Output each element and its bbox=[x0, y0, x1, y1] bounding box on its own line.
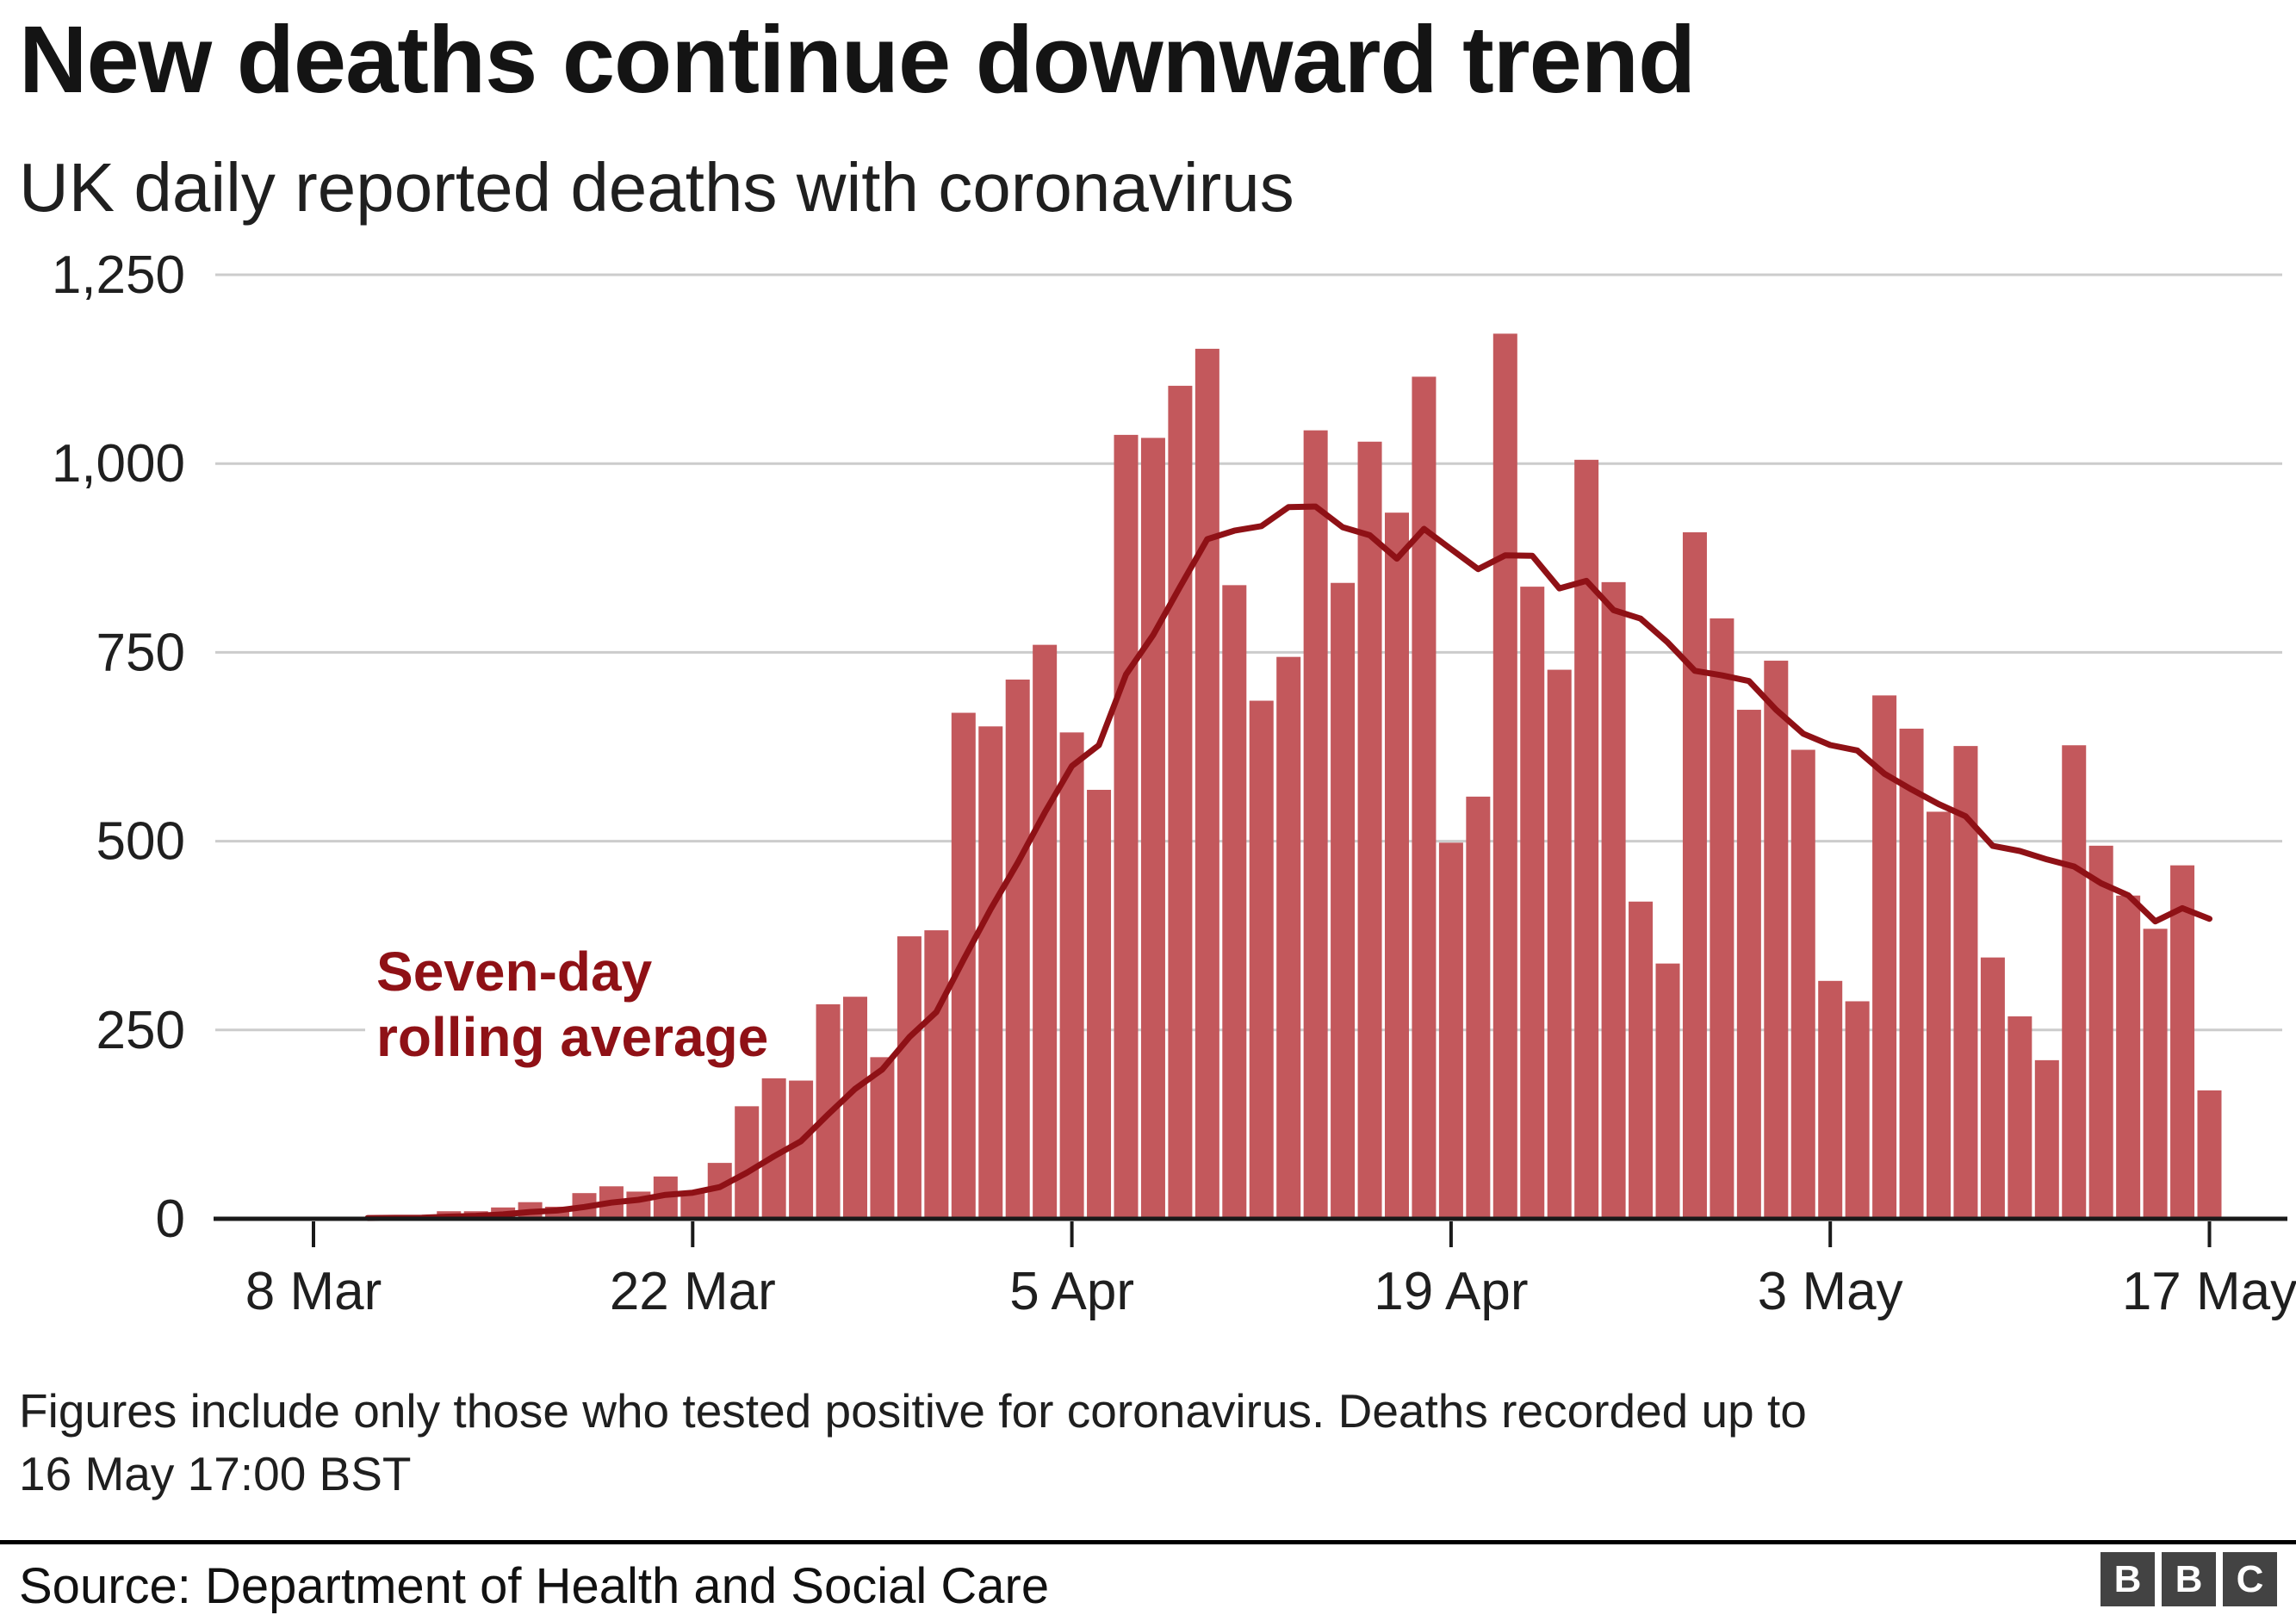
bar-26-apr bbox=[1629, 901, 1654, 1219]
bbc-logo-block-b1: B bbox=[2101, 1552, 2155, 1606]
x-tick-label-3-may: 3 May bbox=[1758, 1262, 1903, 1321]
bar-2-apr bbox=[978, 726, 1003, 1219]
y-tick-label-750: 750 bbox=[96, 623, 185, 682]
bar-27-apr bbox=[1655, 963, 1680, 1219]
bar-9-may bbox=[1980, 957, 2005, 1219]
bar-22-apr bbox=[1520, 587, 1545, 1219]
bar-28-apr bbox=[1682, 531, 1707, 1219]
bar-26-mar bbox=[789, 1080, 814, 1219]
bar-11-apr bbox=[1222, 585, 1247, 1219]
footnote-line-1: Figures include only those who tested po… bbox=[19, 1384, 1807, 1438]
source-text: Source: Department of Health and Social … bbox=[19, 1558, 1050, 1614]
bar-12-apr bbox=[1249, 700, 1274, 1219]
bar-8-apr bbox=[1140, 438, 1165, 1219]
bar-10-may bbox=[2007, 1016, 2032, 1219]
annotation-line-1: Seven-day bbox=[376, 941, 653, 1003]
seven-day-average-line bbox=[364, 503, 2212, 1221]
bbc-logo-block-b2: B bbox=[2162, 1552, 2216, 1606]
page-title: New deaths continue downward trend bbox=[19, 7, 1696, 113]
bar-17-may bbox=[2197, 1090, 2222, 1219]
y-tick-label-1250: 1,250 bbox=[52, 245, 185, 305]
footer-divider bbox=[0, 1540, 2296, 1544]
footnote-line-2: 16 May 17:00 BST bbox=[19, 1447, 412, 1501]
bar-5-may bbox=[1872, 695, 1897, 1219]
bar-7-apr bbox=[1114, 434, 1139, 1219]
annotation-line-2: rolling average bbox=[376, 1006, 768, 1068]
deaths-bar-chart: 8 Mar 22 Mar 5 Apr 19 Apr 3 May 17 May 0 250 500… bbox=[52, 245, 2296, 1321]
bar-15-may bbox=[2143, 929, 2168, 1219]
bar-24-mar bbox=[735, 1106, 760, 1219]
bar-3-may bbox=[1818, 980, 1843, 1219]
bar-25-apr bbox=[1601, 581, 1626, 1219]
bar-20-apr bbox=[1466, 796, 1491, 1219]
y-tick-label-500: 500 bbox=[96, 812, 185, 872]
x-tick-label-5-apr: 5 Apr bbox=[1009, 1262, 1134, 1321]
bar-14-apr bbox=[1303, 430, 1328, 1219]
x-tick-label-22-mar: 22 Mar bbox=[610, 1262, 776, 1321]
y-tick-label-250: 250 bbox=[96, 1001, 185, 1060]
bar-23-apr bbox=[1547, 669, 1572, 1219]
bar-4-apr bbox=[1033, 644, 1058, 1219]
bar-11-may bbox=[2034, 1059, 2059, 1219]
bar-1-may bbox=[1764, 661, 1789, 1219]
bar-4-may bbox=[1845, 1001, 1870, 1219]
bar-12-may bbox=[2062, 745, 2087, 1219]
bar-5-apr bbox=[1059, 732, 1084, 1219]
y-tick-label-1000: 1,000 bbox=[52, 434, 185, 494]
bar-9-apr bbox=[1168, 385, 1193, 1219]
bar-28-mar bbox=[843, 997, 867, 1219]
bar-13-may bbox=[2088, 845, 2113, 1219]
bar-21-apr bbox=[1492, 333, 1517, 1220]
bbc-logo: B B C bbox=[2101, 1552, 2277, 1606]
bar-19-apr bbox=[1438, 842, 1463, 1219]
bar-16-may bbox=[2170, 865, 2195, 1219]
bar-30-mar bbox=[897, 936, 922, 1219]
bar-6-may bbox=[1899, 728, 1924, 1219]
x-tick-label-17-may: 17 May bbox=[2122, 1262, 2296, 1321]
bar-10-apr bbox=[1195, 348, 1219, 1219]
bar-15-apr bbox=[1331, 582, 1356, 1219]
footnote: Figures include only those who tested po… bbox=[19, 1380, 2224, 1506]
annotation-backing bbox=[365, 927, 830, 1071]
x-tick-label-19-apr: 19 Apr bbox=[1374, 1262, 1528, 1321]
y-tick-label-0: 0 bbox=[156, 1190, 185, 1249]
bar-29-mar bbox=[870, 1057, 895, 1219]
bar-7-may bbox=[1927, 811, 1951, 1219]
bar-2-may bbox=[1790, 749, 1815, 1219]
x-tick-label-8-mar: 8 Mar bbox=[245, 1262, 382, 1321]
bar-29-apr bbox=[1710, 618, 1734, 1219]
bar-22-mar bbox=[680, 1192, 705, 1219]
bar-24-apr bbox=[1574, 459, 1599, 1219]
page-subtitle: UK daily reported deaths with coronaviru… bbox=[19, 149, 1294, 226]
bar-18-apr bbox=[1412, 376, 1437, 1219]
bbc-logo-block-c: C bbox=[2223, 1552, 2277, 1606]
bar-13-apr bbox=[1276, 656, 1301, 1219]
source-row: Source: Department of Health and Social … bbox=[19, 1552, 2277, 1615]
bar-6-apr bbox=[1087, 789, 1112, 1219]
bar-31-mar bbox=[924, 930, 949, 1219]
bar-14-may bbox=[2116, 895, 2141, 1219]
bar-30-apr bbox=[1736, 710, 1761, 1219]
bar-3-apr bbox=[1005, 679, 1030, 1219]
bar-16-apr bbox=[1357, 441, 1382, 1219]
bar-17-apr bbox=[1385, 512, 1409, 1219]
